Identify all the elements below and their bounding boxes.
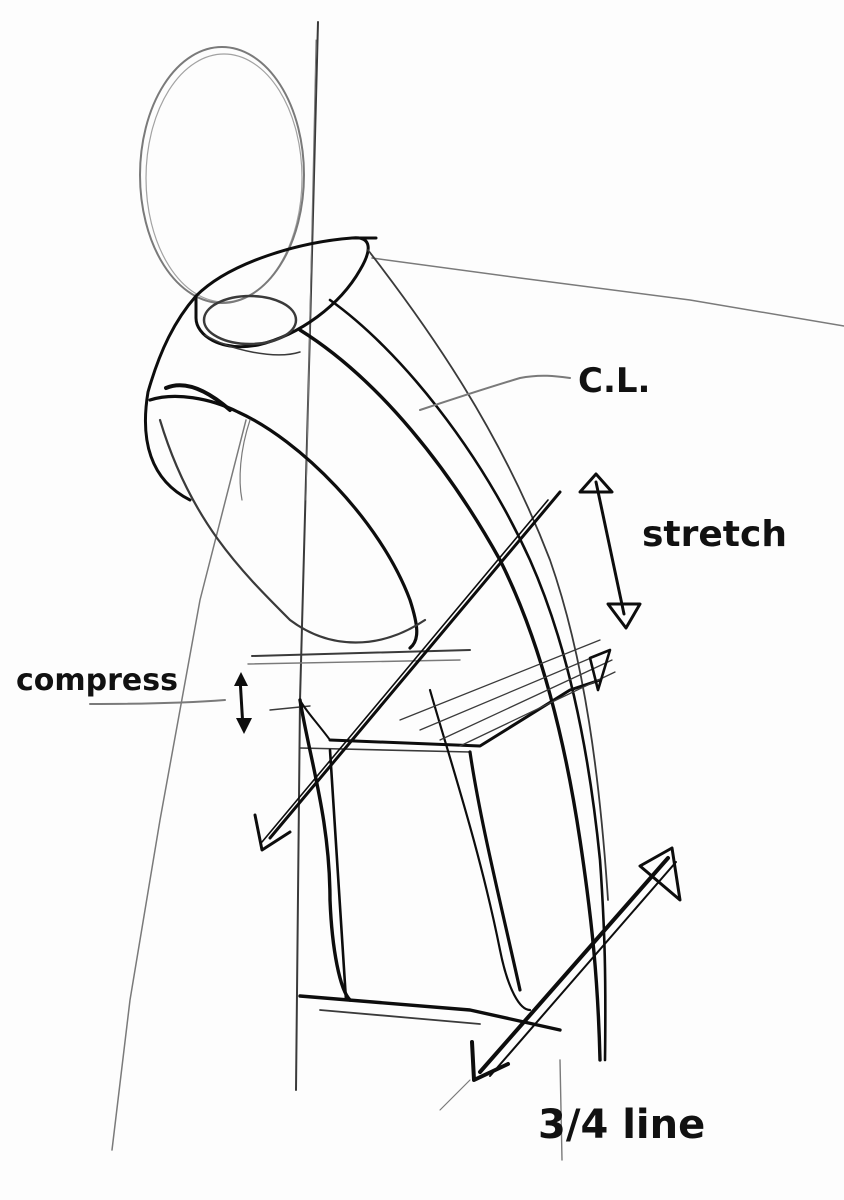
three-quarter-arrow [470,846,682,1082]
pelvis-box [298,688,562,1032]
three-quarter-line-label: 3/4 line [538,1102,705,1148]
spine-curve-band [298,249,609,1062]
vertical-plumb-line [295,21,319,1091]
neck-ellipse [194,236,378,356]
compress-label: compress [16,663,178,698]
tilt-arrow [253,490,562,852]
head-oval [139,46,305,304]
centerline-leader [419,374,571,411]
stretch-arrow [578,472,642,630]
waist-horizontal-lines [247,649,602,753]
waist-right-arrow [588,648,612,692]
centerline-label: C.L. [578,361,650,401]
lower-construction-lines [439,1059,563,1161]
left-construction-line [111,419,247,1151]
stretch-label: stretch [642,514,787,555]
waist-hatching [399,639,616,747]
ribcage-form [144,294,427,650]
compress-indicator [89,672,252,734]
shoulder-construction-line [371,257,844,327]
